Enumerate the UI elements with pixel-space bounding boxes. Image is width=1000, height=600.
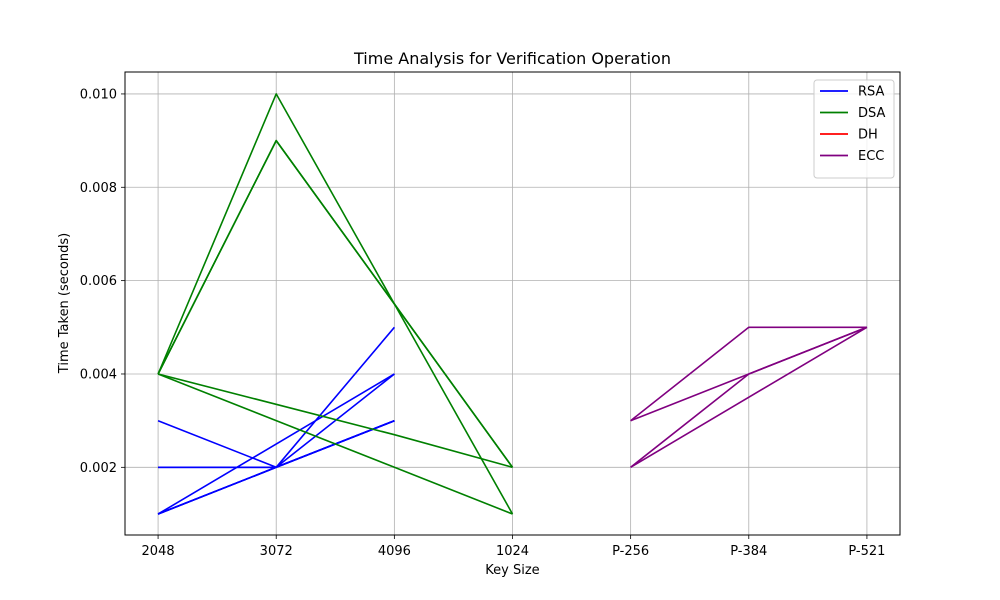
series-line-ecc bbox=[630, 326, 868, 468]
series-line-dsa bbox=[157, 139, 514, 468]
series-line-ecc bbox=[630, 326, 867, 422]
x-tick-label: 1024 bbox=[496, 544, 529, 559]
legend-label: DH bbox=[858, 128, 878, 143]
y-tick-label: 0.008 bbox=[80, 181, 117, 196]
legend-item: RSA bbox=[820, 85, 885, 100]
legend-item: ECC bbox=[820, 149, 884, 164]
x-tick-label: 4096 bbox=[378, 544, 411, 559]
series-rsa bbox=[157, 326, 396, 515]
series-dsa bbox=[157, 93, 514, 515]
x-axis-title: Key Size bbox=[485, 563, 539, 578]
series-line-dsa bbox=[157, 373, 513, 515]
series-line-ecc bbox=[630, 326, 868, 468]
y-axis: 0.002 0.004 0.006 0.008 0.010 bbox=[80, 87, 125, 476]
x-tick-label: 2048 bbox=[142, 544, 175, 559]
legend-label: RSA bbox=[858, 85, 885, 100]
legend-item: DSA bbox=[820, 106, 886, 121]
series-line-dsa bbox=[157, 373, 513, 469]
series-lines bbox=[157, 93, 868, 515]
series-line-dsa bbox=[157, 93, 514, 515]
x-tick-label: P-521 bbox=[848, 544, 885, 559]
x-tick-label: P-256 bbox=[612, 544, 649, 559]
legend-item: DH bbox=[820, 128, 878, 143]
chart-title: Time Analysis for Verification Operation bbox=[353, 49, 671, 68]
y-tick-label: 0.010 bbox=[80, 87, 117, 102]
y-tick-label: 0.002 bbox=[80, 461, 117, 476]
legend: RSA DSA DH ECC bbox=[813, 79, 895, 179]
legend-box bbox=[813, 79, 895, 179]
x-tick-label: 3072 bbox=[260, 544, 293, 559]
y-axis-title: Time Taken (seconds) bbox=[57, 233, 72, 374]
x-axis: 2048 3072 4096 1024 P-256 P-384 P-521 bbox=[142, 535, 885, 559]
series-line-rsa bbox=[157, 419, 395, 515]
legend-label: DSA bbox=[858, 106, 886, 121]
x-tick-label: P-384 bbox=[730, 544, 767, 559]
y-tick-label: 0.004 bbox=[80, 367, 117, 382]
series-line-rsa bbox=[157, 373, 395, 515]
y-tick-label: 0.006 bbox=[80, 274, 117, 289]
legend-label: ECC bbox=[858, 149, 884, 164]
series-ecc bbox=[630, 326, 868, 468]
